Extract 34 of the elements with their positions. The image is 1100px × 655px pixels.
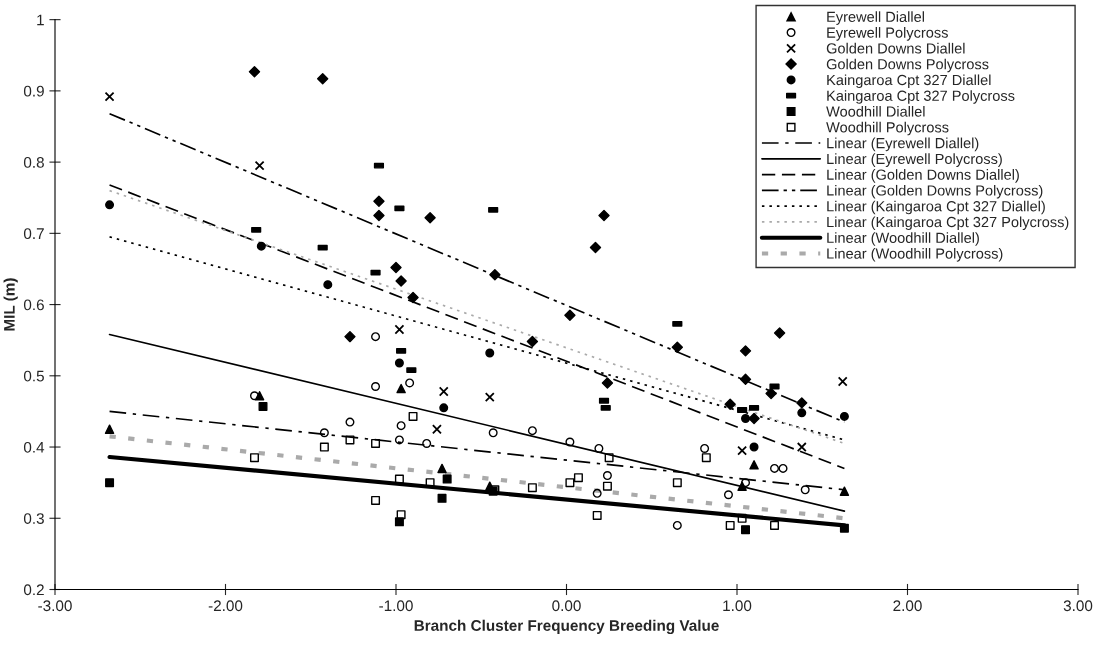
y-tick-label: 0.4 xyxy=(23,441,45,453)
x-tick-label: 3.00 xyxy=(1063,600,1093,612)
x-tick-label: -2.00 xyxy=(208,600,243,612)
legend-label: Woodhill Diallel xyxy=(826,106,925,117)
legend-label: Linear (Golden Downs Diallel) xyxy=(827,169,1019,183)
y-tick-label: 0.7 xyxy=(23,228,44,240)
x-tick-label: 1.00 xyxy=(723,600,752,612)
y-tick-label: 1 xyxy=(37,14,44,26)
x-tick-label: 2.00 xyxy=(893,600,922,612)
legend-label: Kaingaroa Cpt 327 Diallel xyxy=(827,74,991,89)
legend-label: Golden Downs Diallel xyxy=(826,42,965,54)
x-tick-label: -1.00 xyxy=(379,600,413,612)
legend-label: Linear (Eyrewell Diallel) xyxy=(827,137,979,152)
legend-label: Linear (Kaingaroa Cpt 327 Diallel) xyxy=(827,200,1045,215)
x-tick-label: 0.00 xyxy=(552,600,581,612)
x-tick-label: -3.00 xyxy=(38,600,72,612)
legend-label: Golden Downs Polycross xyxy=(826,58,989,73)
legend-label: Eyrewell Polycross xyxy=(827,27,948,41)
legend-label: Kaingaroa Cpt 327 Polycross xyxy=(827,90,1015,104)
y-tick-label: 0.9 xyxy=(23,85,44,97)
legend-label: Woodhill Polycross xyxy=(826,121,949,136)
y-tick-label: 0.2 xyxy=(23,584,44,596)
y-tick-label: 0.6 xyxy=(23,299,44,311)
x-axis-title: Branch Cluster Frequency Breeding Value xyxy=(414,619,719,635)
y-tick-label: 0.3 xyxy=(23,513,44,524)
legend-label: Linear (Woodhill Polycross) xyxy=(827,248,1003,262)
y-tick-label: 0.5 xyxy=(23,370,44,382)
y-axis-title: MIL (m) xyxy=(3,278,18,331)
y-tick-label: 0.8 xyxy=(23,156,44,168)
legend-label: Eyrewell Diallel xyxy=(827,11,924,25)
legend-label: Linear (Eyrewell Polycross) xyxy=(827,153,1002,167)
legend-label: Linear (Kaingaroa Cpt 327 Polycross) xyxy=(827,216,1069,231)
legend-label: Linear (Golden Downs Polycross) xyxy=(827,184,1043,199)
legend-label: Linear (Woodhill Diallel) xyxy=(827,232,979,246)
